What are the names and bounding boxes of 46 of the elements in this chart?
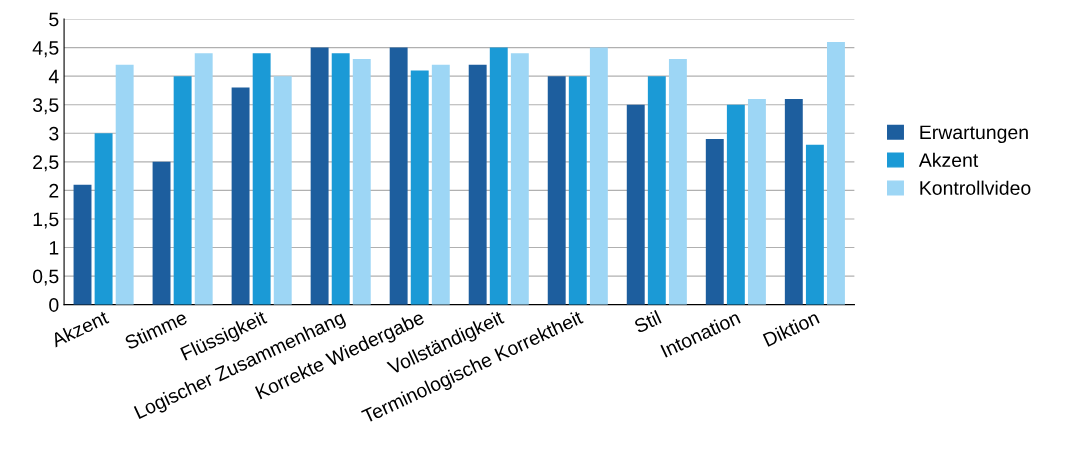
bar: [410, 70, 429, 305]
bar: [468, 64, 487, 305]
x-tick-label: Diktion: [762, 310, 820, 347]
bar: [115, 64, 134, 305]
bar: [389, 47, 408, 305]
bar: [331, 53, 350, 305]
y-tick-label: 1: [49, 241, 59, 255]
bar: [94, 133, 113, 305]
bar: [510, 53, 529, 305]
bar: [747, 99, 766, 305]
y-tick-label: 1,5: [33, 212, 59, 229]
y-tick-label: 2,5: [33, 155, 59, 172]
bar: [784, 99, 803, 305]
bar: [252, 53, 271, 305]
y-tick-label: 0,5: [32, 269, 59, 286]
y-tick-label: 4: [48, 69, 59, 84]
bar: [726, 104, 745, 305]
bar: [152, 161, 171, 305]
bar: [805, 144, 824, 305]
bar: [273, 76, 292, 305]
bar: [568, 76, 587, 305]
y-tick-label: 2: [49, 183, 59, 198]
bar: [431, 64, 450, 305]
y-tick-label: 5: [49, 12, 59, 27]
bar: [647, 76, 666, 305]
legend-label: Kontrollvideo: [920, 180, 1031, 195]
bar: [310, 47, 329, 305]
y-tick-label: 3: [49, 126, 59, 141]
y-tick-label: 3,5: [32, 98, 59, 115]
y-tick-label: 0: [49, 298, 59, 312]
bar: [231, 87, 250, 305]
bar: [194, 53, 213, 305]
x-tick-label: Stil: [633, 310, 662, 334]
bar: [827, 41, 845, 305]
legend-label: Akzent: [918, 152, 979, 168]
bar: [705, 138, 724, 305]
y-tick-label: 4,5: [32, 41, 59, 58]
bar: [668, 59, 687, 305]
bar: [589, 47, 608, 305]
bar: [73, 184, 92, 305]
legend-label: Erwartungen: [920, 125, 1028, 144]
bar: [547, 76, 566, 305]
bar: [626, 104, 645, 305]
bar: [173, 76, 192, 305]
bar: [489, 47, 508, 305]
bar: [352, 59, 371, 305]
